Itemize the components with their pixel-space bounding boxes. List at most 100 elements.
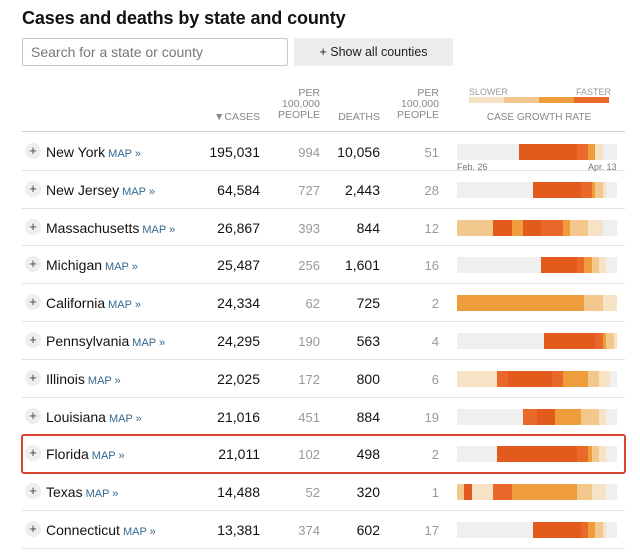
- growth-day-cell: [478, 219, 483, 236]
- state-label: Connecticut: [46, 521, 120, 538]
- growth-day-cell: [464, 370, 468, 387]
- growth-day-cell: [493, 521, 498, 538]
- growth-day-cell: [606, 408, 610, 425]
- map-link[interactable]: MAP »: [142, 223, 176, 236]
- growth-day-cell: [493, 408, 498, 425]
- end-date-label: Apr. 13: [588, 162, 617, 172]
- cases-per-100k-column-header[interactable]: PER 100,000 PEOPLE: [277, 87, 320, 121]
- map-link[interactable]: MAP »: [122, 185, 155, 198]
- growth-day-cell: [577, 370, 581, 387]
- legend-swatch: [469, 97, 504, 103]
- expand-row-button[interactable]: +: [25, 256, 41, 273]
- growth-day-cell: [526, 257, 530, 274]
- growth-day-cell: [457, 484, 461, 501]
- expand-row-button[interactable]: +: [25, 407, 41, 424]
- cases-per-100k-value: 62: [305, 296, 320, 312]
- growth-day-cell: [500, 408, 505, 425]
- growth-day-cell: [486, 219, 490, 236]
- growth-day-cell: [471, 257, 476, 274]
- cases-column-header[interactable]: ▼CASES: [214, 111, 260, 123]
- growth-day-cell: [515, 521, 519, 538]
- map-link[interactable]: MAP »: [122, 525, 156, 538]
- deaths-column-header[interactable]: DEATHS: [338, 111, 380, 123]
- growth-day-cell: [467, 408, 472, 425]
- growth-day-cell: [486, 181, 490, 198]
- growth-day-cell: [526, 219, 530, 236]
- growth-day-cell: [518, 219, 523, 236]
- growth-day-cell: [478, 521, 483, 538]
- expand-row-button[interactable]: +: [25, 180, 41, 197]
- state-label: Louisiana: [46, 408, 106, 425]
- growth-day-cell: [558, 446, 563, 463]
- growth-day-cell: [507, 181, 512, 198]
- growth-day-cell: [540, 295, 545, 312]
- growth-day-cell: [507, 521, 512, 538]
- growth-day-cell: [500, 144, 505, 160]
- growth-day-cell: [566, 408, 570, 425]
- map-link[interactable]: MAP »: [108, 148, 141, 160]
- deaths-value: 498: [356, 446, 380, 463]
- search-input[interactable]: [22, 38, 288, 66]
- growth-day-cell: [529, 446, 534, 463]
- growth-day-cell: [577, 408, 581, 425]
- growth-day-cell: [562, 257, 567, 274]
- growth-day-cell: [471, 521, 476, 538]
- cases-value: 25,487: [217, 257, 260, 274]
- growth-day-cell: [504, 295, 508, 312]
- growth-day-cell: [475, 144, 479, 160]
- growth-day-cell: [609, 144, 614, 160]
- growth-day-cell: [558, 408, 563, 425]
- growth-day-cell: [548, 144, 552, 160]
- growth-day-cell: [471, 144, 476, 160]
- expand-row-button[interactable]: +: [25, 483, 41, 500]
- expand-row-button[interactable]: +: [25, 294, 41, 311]
- expand-row-button[interactable]: +: [25, 143, 41, 159]
- growth-day-cell: [489, 144, 494, 160]
- state-label: Massachusetts: [46, 219, 140, 236]
- growth-day-cell: [595, 446, 599, 463]
- expand-row-button[interactable]: +: [25, 218, 41, 235]
- growth-rate-sparkbar: [457, 181, 618, 198]
- growth-day-cell: [518, 408, 523, 425]
- expand-row-button[interactable]: +: [25, 445, 41, 462]
- growth-day-cell: [482, 295, 487, 312]
- map-link[interactable]: MAP »: [105, 261, 138, 274]
- growth-day-cell: [595, 370, 599, 387]
- growth-day-cell: [457, 181, 461, 198]
- deaths-per-100k-value: 2: [431, 447, 439, 463]
- growth-day-cell: [573, 295, 578, 312]
- growth-day-cell: [537, 484, 541, 501]
- growth-day-cell: [569, 446, 574, 463]
- deaths-per-100k-column-header[interactable]: PER 100,000 PEOPLE: [396, 87, 439, 121]
- show-all-counties-button[interactable]: + Show all counties: [294, 38, 453, 66]
- growth-day-cell: [602, 446, 607, 463]
- table-row: + Texas MAP » 14,488 52 320 1: [22, 473, 625, 511]
- growth-day-cell: [533, 332, 538, 349]
- state-label: California: [46, 295, 106, 312]
- growth-day-cell: [558, 332, 563, 349]
- expand-row-button[interactable]: +: [25, 369, 41, 386]
- growth-day-cell: [577, 332, 581, 349]
- growth-day-cell: [467, 446, 472, 463]
- map-link[interactable]: MAP »: [85, 488, 119, 501]
- growth-day-cell: [504, 370, 508, 387]
- map-link[interactable]: MAP »: [91, 450, 125, 463]
- expand-row-button[interactable]: +: [25, 520, 41, 537]
- growth-day-cell: [566, 257, 570, 274]
- legend-slower-label: SLOWER: [469, 87, 509, 97]
- expand-row-button[interactable]: +: [25, 331, 41, 348]
- map-link[interactable]: MAP »: [108, 412, 142, 425]
- deaths-per-100k-value: 28: [424, 182, 439, 198]
- growth-day-cell: [580, 257, 585, 274]
- growth-day-cell: [457, 521, 461, 538]
- growth-day-cell: [544, 219, 549, 236]
- growth-day-cell: [507, 257, 512, 274]
- map-link[interactable]: MAP »: [87, 374, 121, 387]
- growth-day-cell: [504, 181, 508, 198]
- growth-day-cell: [598, 181, 603, 198]
- growth-day-cell: [573, 181, 578, 198]
- growth-day-cell: [529, 408, 534, 425]
- growth-day-cell: [486, 144, 490, 160]
- map-link[interactable]: MAP »: [132, 336, 166, 349]
- map-link[interactable]: MAP »: [108, 299, 141, 312]
